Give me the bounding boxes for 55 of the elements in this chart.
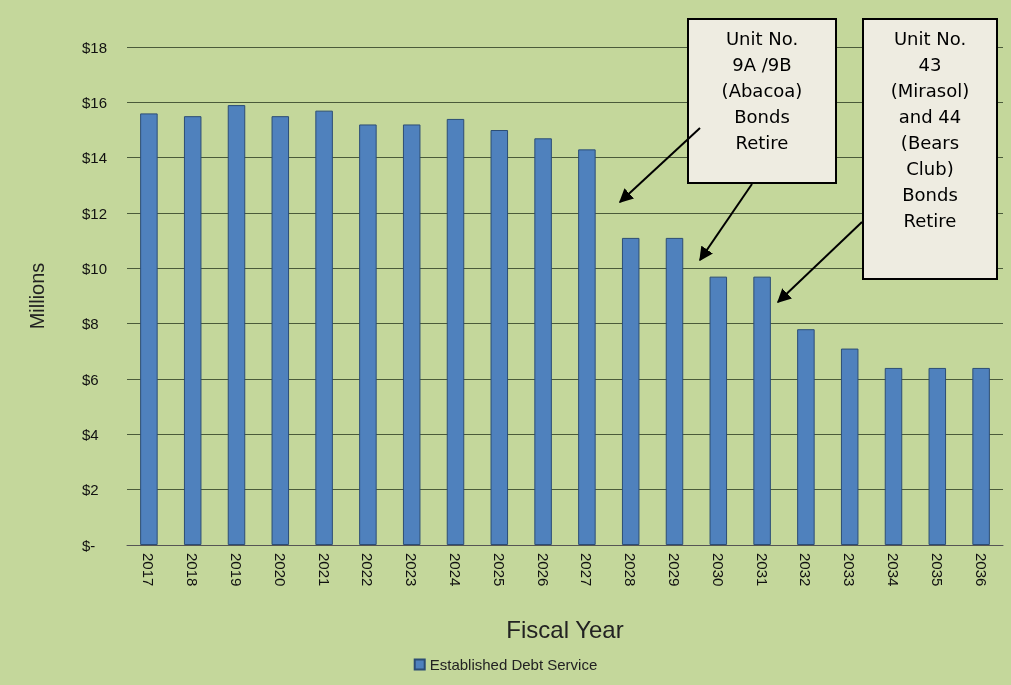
bar [183, 116, 202, 545]
x-tick-label: 2035 [928, 553, 946, 587]
y-tick-label: $8 [82, 315, 99, 333]
bar [446, 118, 465, 545]
x-tick-label: 2021 [315, 553, 333, 587]
bar [578, 149, 596, 545]
bar [227, 105, 246, 545]
bar [884, 367, 903, 545]
y-tick-label: $4 [82, 425, 99, 443]
callout-box: Unit No. 43 (Mirasol) and 44 (Bears Club) Bonds Retire [862, 18, 998, 280]
x-tick-label: 2023 [403, 553, 421, 587]
bar [928, 367, 947, 545]
x-tick-label: 2030 [709, 553, 727, 587]
callout-box: Unit No. 9A /9B (Abacoa) Bonds Retire [687, 18, 837, 184]
x-tick-label: 2026 [534, 553, 552, 587]
x-tick-label: 2025 [490, 553, 508, 587]
y-tick-label: $6 [82, 370, 99, 388]
x-tick-label: 2029 [666, 553, 683, 587]
x-tick-label: 2024 [447, 553, 464, 587]
bar [140, 113, 158, 545]
x-tick-label: 2031 [753, 553, 771, 587]
bar [972, 367, 990, 545]
bar [315, 110, 333, 545]
x-tick-label: 2017 [140, 553, 158, 587]
bar [271, 116, 290, 545]
x-axis-title: Fiscal Year [506, 615, 624, 643]
bar [359, 124, 377, 545]
bar [797, 329, 815, 545]
bar [709, 276, 728, 545]
x-tick-label: 2027 [578, 553, 596, 587]
y-tick-label: $18 [82, 38, 108, 56]
y-tick-label: $10 [82, 259, 108, 277]
x-tick-label: 2020 [271, 553, 289, 587]
bar [840, 348, 859, 545]
y-tick-label: $12 [82, 204, 108, 222]
bar [753, 276, 771, 545]
bar [402, 124, 421, 545]
x-tick-label: 2022 [359, 553, 377, 587]
y-tick-label: $14 [82, 149, 108, 167]
bar [490, 130, 509, 545]
x-tick-label: 2019 [228, 553, 245, 587]
y-tick-label: $16 [82, 93, 108, 111]
bar [621, 237, 640, 545]
legend-label: Established Debt Service [429, 656, 598, 673]
x-tick-label: 2018 [184, 553, 202, 587]
x-tick-label: 2032 [797, 553, 815, 587]
x-tick-label: 2036 [972, 553, 990, 587]
bar [534, 138, 552, 545]
y-axis-title: Millions [26, 262, 48, 330]
bar [665, 237, 684, 545]
y-tick-label: $2 [82, 481, 99, 499]
y-tick-label: $- [82, 536, 96, 554]
x-tick-label: 2033 [841, 553, 859, 587]
x-tick-label: 2034 [885, 553, 902, 587]
x-tick-label: 2028 [622, 553, 640, 587]
